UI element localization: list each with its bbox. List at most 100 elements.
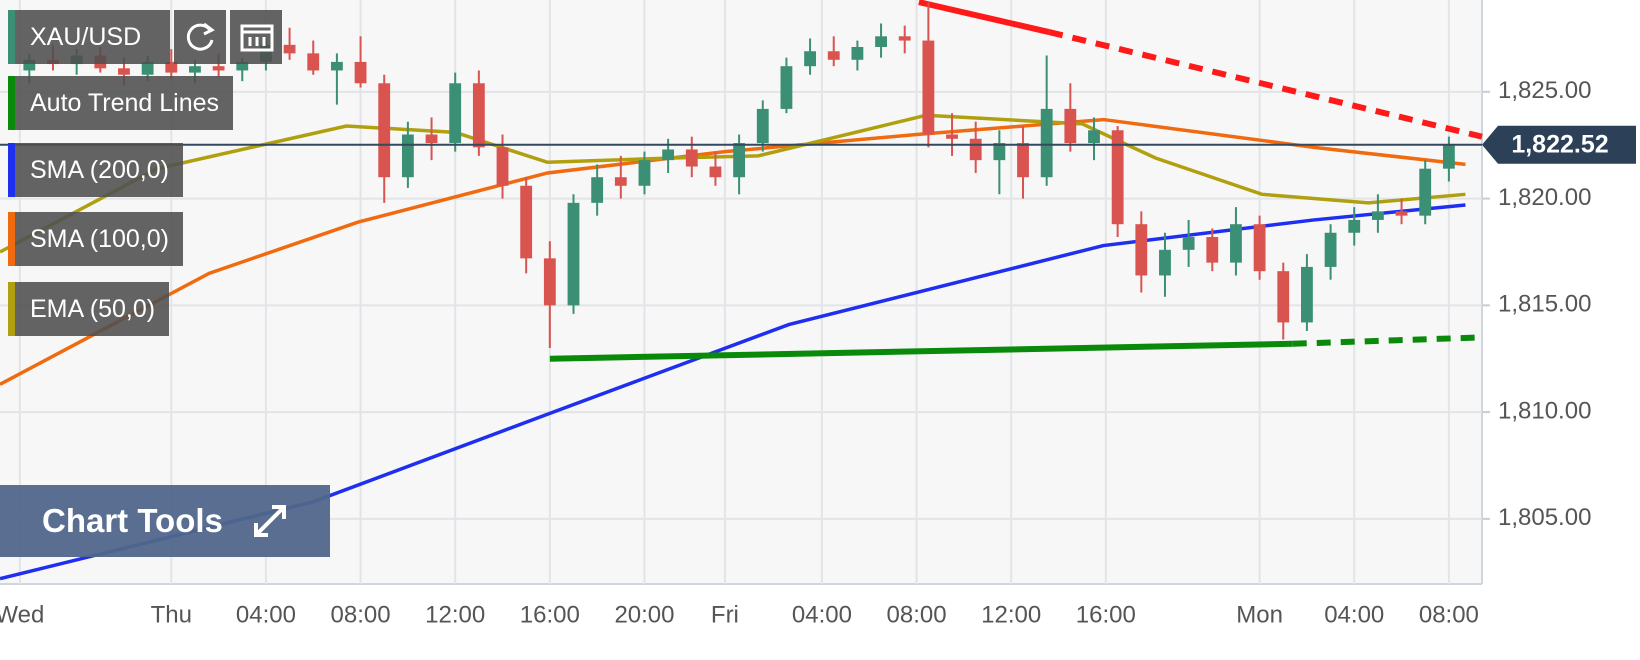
candle-body <box>922 40 935 135</box>
candle-body <box>898 36 911 41</box>
candle-body <box>1111 130 1124 225</box>
candle-body <box>449 83 462 144</box>
candle-body <box>1040 108 1053 178</box>
candle-body <box>307 53 320 71</box>
legend-swatch <box>8 143 15 197</box>
x-tick-label: 04:00 <box>1324 601 1384 628</box>
candle-body <box>543 258 556 306</box>
x-tick-label: Fri <box>711 601 739 628</box>
candle-body <box>141 61 154 75</box>
candle-body <box>1064 108 1077 144</box>
candle-body <box>875 36 887 47</box>
candle-body <box>1348 219 1361 233</box>
y-tick-label: 1,805.00 <box>1498 504 1591 531</box>
candle-body <box>1419 168 1432 216</box>
button-label: Auto Trend Lines <box>30 89 220 117</box>
candle-body <box>165 61 178 73</box>
candle-body <box>330 61 343 71</box>
candle-body <box>1253 224 1266 272</box>
x-tick-label: 08:00 <box>1419 601 1479 628</box>
legend-label: SMA (100,0) <box>30 225 169 253</box>
y-tick-label: 1,820.00 <box>1498 184 1591 211</box>
candle-body <box>709 166 722 178</box>
candle-body <box>1230 224 1242 263</box>
candle-body <box>756 108 769 144</box>
candle-body <box>23 59 36 71</box>
refresh-button[interactable] <box>174 10 226 64</box>
candle-body <box>638 160 651 186</box>
x-tick-label: Wed <box>0 601 44 628</box>
candles <box>23 2 1455 349</box>
legend-item[interactable]: SMA (200,0) <box>8 143 183 197</box>
candle-body <box>401 134 414 178</box>
candle-body <box>614 177 627 186</box>
candle-body <box>1206 237 1219 263</box>
candle-body <box>1371 211 1384 220</box>
legend-swatch <box>8 282 15 336</box>
candle-body <box>946 134 958 139</box>
x-tick-label: 20:00 <box>614 601 674 628</box>
candle-body <box>354 61 367 84</box>
candle-body <box>378 83 391 178</box>
x-tick-label: 16:00 <box>520 601 580 628</box>
candle-body <box>496 147 509 186</box>
candle-body <box>993 143 1006 161</box>
x-tick-label: 08:00 <box>331 601 391 628</box>
candle-body <box>236 61 249 71</box>
symbol: XAU/USD <box>30 23 142 51</box>
candle-body <box>520 185 533 259</box>
candle-body <box>685 149 698 167</box>
price-label: 1,822.52 <box>1511 130 1608 158</box>
trend-lines-button[interactable]: Auto Trend Lines <box>8 76 234 130</box>
trend-line-projection <box>1048 29 1483 140</box>
candle-body <box>1159 249 1171 276</box>
candle-body <box>1182 237 1195 250</box>
legend-label: EMA (50,0) <box>30 295 156 323</box>
x-tick-label: Thu <box>151 601 192 628</box>
overlay: 1,822.52 <box>0 125 1636 164</box>
y-tick-label: 1,815.00 <box>1498 291 1591 318</box>
candle-body <box>827 51 840 60</box>
strip <box>8 10 15 64</box>
refresh-icon <box>186 22 215 51</box>
trend-line-projection <box>1292 334 1483 347</box>
candle-body <box>1088 130 1100 144</box>
candle-body <box>804 51 816 67</box>
candle-body <box>1135 224 1148 276</box>
candle-body <box>1017 143 1029 178</box>
x-tick-label: 12:00 <box>425 601 485 628</box>
candle-body <box>212 66 225 71</box>
calendar-button[interactable] <box>230 10 282 64</box>
candle-body <box>118 68 130 75</box>
indicator-line <box>0 113 1466 254</box>
x-tick-label: 04:00 <box>236 601 296 628</box>
chart-tools-button[interactable]: Chart Tools <box>0 485 330 557</box>
candle-body <box>472 83 485 148</box>
calendar-icon <box>240 24 274 52</box>
legend-item[interactable]: EMA (50,0) <box>8 282 170 336</box>
indicator-lines <box>0 0 1483 581</box>
y-tick-label: 1,825.00 <box>1498 77 1591 104</box>
x-tick-label: 04:00 <box>792 601 852 628</box>
candle-body <box>969 138 982 161</box>
candle-body <box>1324 232 1337 267</box>
symbol-button[interactable]: XAU/USD <box>8 10 170 64</box>
candle-body <box>851 46 864 60</box>
candle-body <box>780 66 793 109</box>
x-tick-label: 12:00 <box>981 601 1041 628</box>
candle-body <box>567 202 580 306</box>
legend-label: SMA (200,0) <box>30 156 169 184</box>
candle-body <box>733 143 746 178</box>
candle-body <box>425 134 438 144</box>
candle-body <box>1395 211 1408 216</box>
candle-body <box>662 149 675 161</box>
legend-item[interactable]: SMA (100,0) <box>8 212 183 266</box>
candle-body <box>283 44 296 54</box>
strip <box>8 76 15 130</box>
button-label: Chart Tools <box>42 502 223 539</box>
candle-body <box>591 177 604 203</box>
price-label-box <box>1482 125 1636 164</box>
x-tick-label: Mon <box>1236 601 1283 628</box>
